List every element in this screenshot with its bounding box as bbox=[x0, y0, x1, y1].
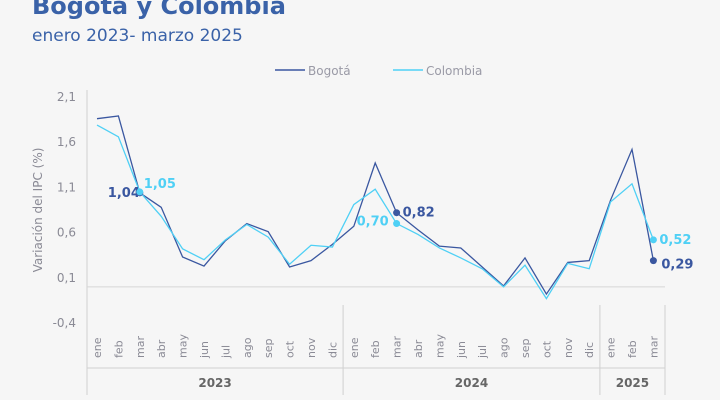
x-tick-label: oct bbox=[540, 340, 553, 358]
data-point-marker bbox=[649, 257, 657, 265]
data-point-marker bbox=[393, 220, 401, 228]
x-tick-label: feb bbox=[626, 340, 639, 358]
legend-label-1: Colombia bbox=[426, 64, 482, 78]
data-label: 1,04 bbox=[108, 186, 140, 201]
series-line-colombia bbox=[96, 124, 655, 300]
x-tick-label: mar bbox=[134, 336, 147, 358]
year-label: 2024 bbox=[455, 376, 488, 390]
y-tick-label: 2,1 bbox=[57, 90, 76, 104]
data-label: 0,29 bbox=[661, 258, 693, 273]
x-tick-label: abr bbox=[412, 339, 425, 358]
chart-title: Bogotá y Colombia bbox=[32, 0, 286, 20]
y-tick-label: 1,1 bbox=[57, 180, 76, 194]
data-point-marker bbox=[649, 236, 657, 244]
x-tick-label: ene bbox=[91, 337, 104, 358]
x-tick-label: nov bbox=[562, 337, 575, 358]
x-tick-label: ago bbox=[498, 337, 511, 358]
series-line-bogotá bbox=[96, 115, 655, 296]
y-tick-label: 1,6 bbox=[57, 135, 76, 149]
year-label: 2023 bbox=[198, 376, 231, 390]
x-tick-label: sep bbox=[519, 339, 532, 358]
x-tick-label: feb bbox=[369, 340, 382, 358]
x-tick-label: mar bbox=[647, 336, 660, 358]
x-tick-label: ene bbox=[605, 337, 618, 358]
x-tick-label: mar bbox=[391, 336, 404, 358]
data-point-marker bbox=[136, 188, 144, 196]
year-label: 2025 bbox=[616, 376, 649, 390]
x-tick-label: may bbox=[433, 334, 446, 358]
y-tick-label: 0,1 bbox=[57, 271, 76, 285]
x-tick-label: jul bbox=[219, 345, 232, 359]
x-tick-label: sep bbox=[262, 339, 275, 358]
data-label: 0,52 bbox=[659, 233, 691, 248]
chart-subtitle: enero 2023- marzo 2025 bbox=[32, 26, 243, 46]
x-tick-label: abr bbox=[155, 339, 168, 358]
data-label: 1,05 bbox=[144, 177, 176, 192]
y-tick-label: 0,6 bbox=[57, 226, 76, 240]
x-tick-label: dic bbox=[326, 342, 339, 358]
x-tick-label: jun bbox=[455, 341, 468, 359]
legend-label-0: Bogotá bbox=[308, 64, 351, 78]
data-point-marker bbox=[393, 209, 401, 217]
x-tick-label: jul bbox=[476, 345, 489, 359]
x-tick-label: nov bbox=[305, 337, 318, 358]
data-label: 0,70 bbox=[357, 215, 389, 230]
x-tick-label: dic bbox=[583, 342, 596, 358]
y-tick-label: -0,4 bbox=[53, 316, 76, 330]
x-tick-label: may bbox=[177, 334, 190, 358]
x-tick-label: jun bbox=[198, 341, 211, 359]
data-label: 0,82 bbox=[403, 206, 435, 221]
x-tick-label: ago bbox=[241, 337, 254, 358]
x-tick-label: feb bbox=[112, 340, 125, 358]
x-tick-label: oct bbox=[284, 340, 297, 358]
y-axis-label: Variación del IPC (%) bbox=[31, 148, 45, 273]
x-tick-label: ene bbox=[348, 337, 361, 358]
